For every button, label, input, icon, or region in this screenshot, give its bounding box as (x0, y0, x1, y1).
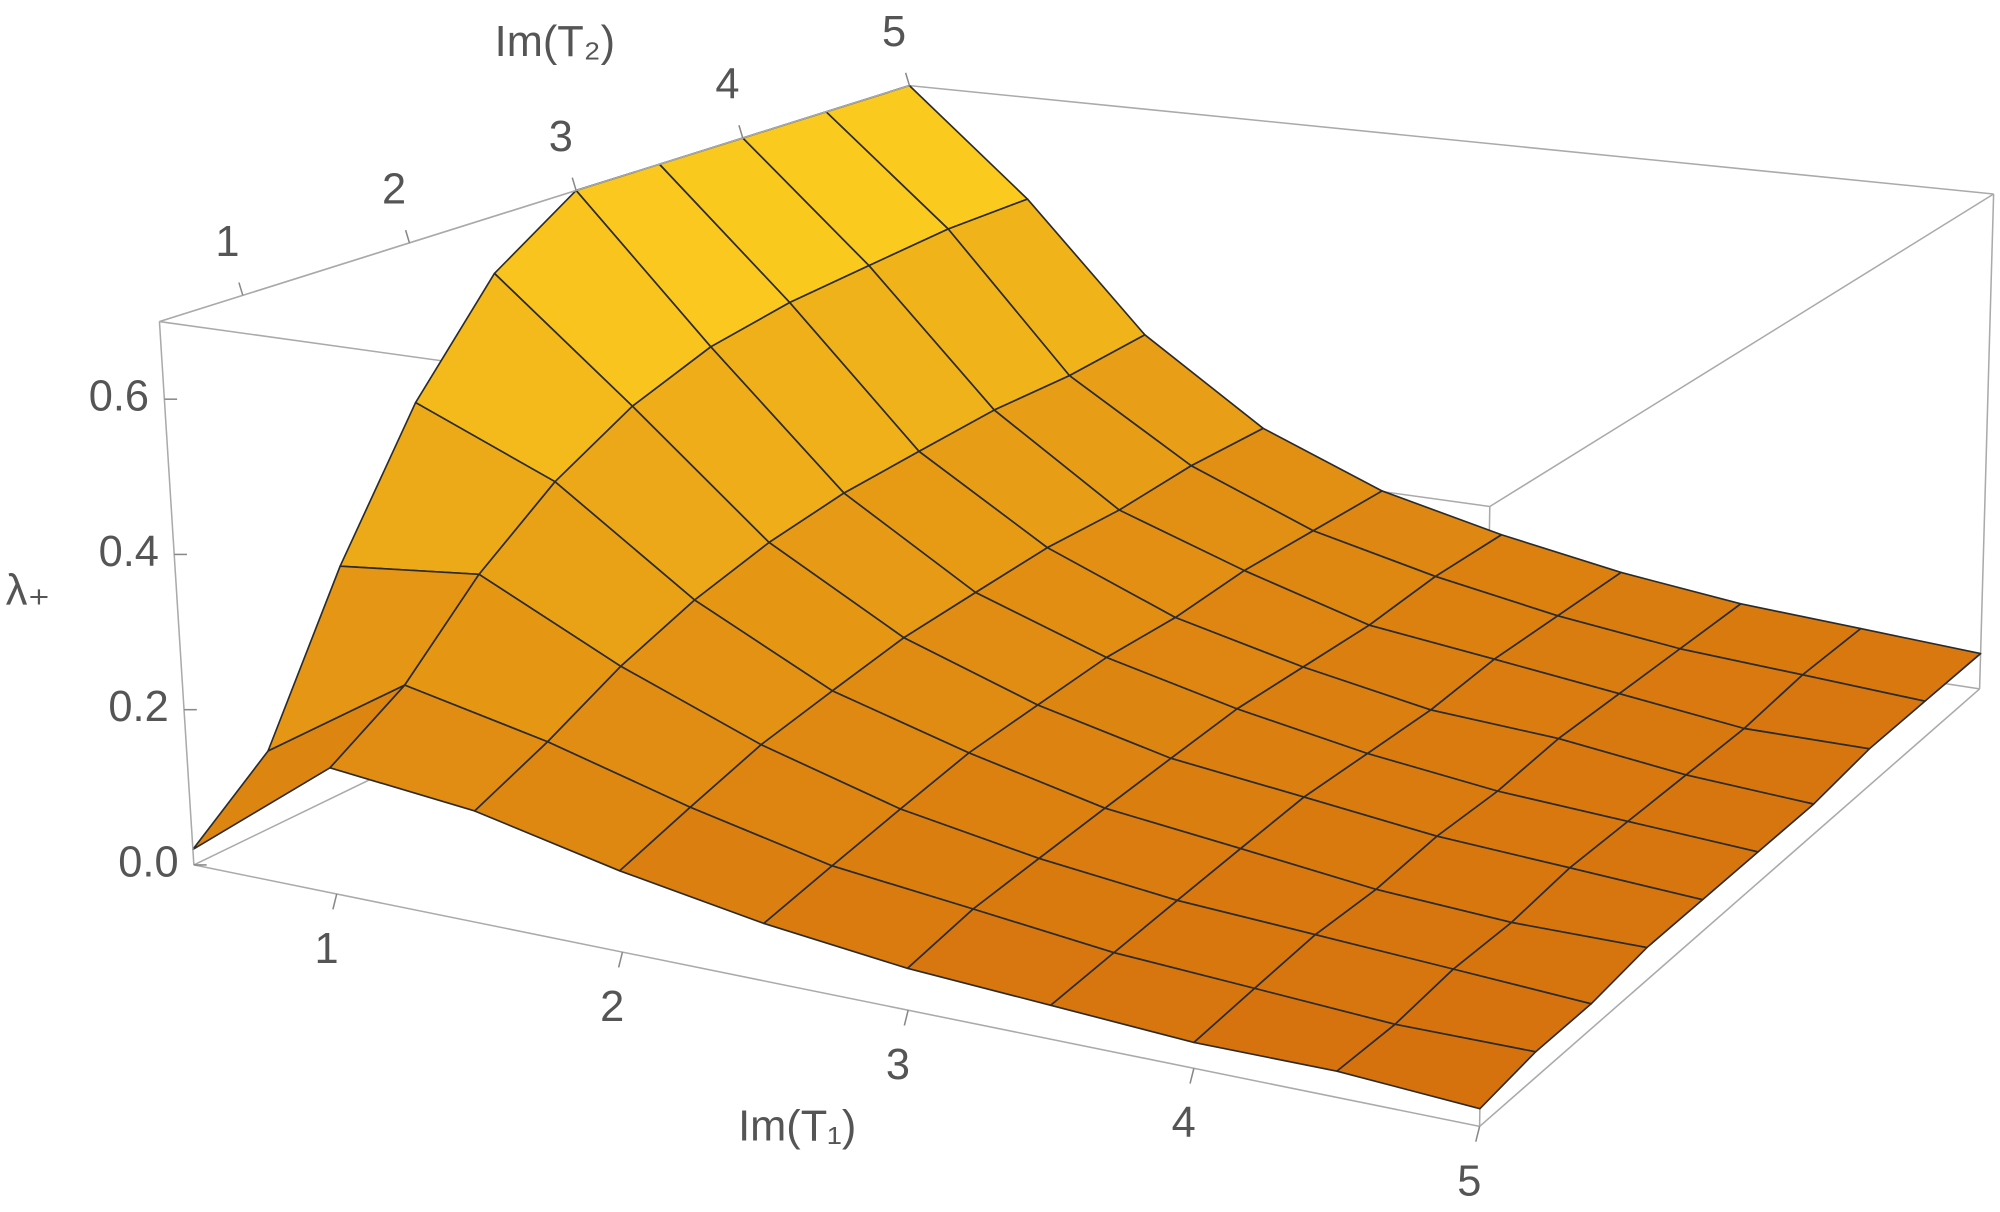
x-tick (617, 951, 624, 968)
y-axis-label: Im(T₂) (495, 18, 615, 66)
x-tick (332, 893, 338, 910)
x-tick-label: 3 (886, 1041, 910, 1089)
x-tick-label: 4 (1172, 1099, 1196, 1147)
z-axis-label: λ₊ (6, 567, 51, 615)
z-tick-label: 0.0 (118, 838, 178, 886)
surface-patch (1336, 1023, 1537, 1110)
z-tick-label: 0.2 (108, 683, 168, 731)
x-axis-line (193, 864, 1480, 1128)
y-tick (571, 177, 577, 191)
y-tick (238, 282, 244, 296)
y-tick-label: 5 (882, 8, 906, 56)
y-tick (904, 72, 911, 86)
y-tick (738, 125, 744, 139)
y-tick (404, 229, 411, 244)
box-edge (1489, 193, 1995, 508)
x-tick-label: 5 (1457, 1157, 1481, 1205)
axes: 1 2 3 4 5 1 2 3 4 5 0.0 0.2 0.4 0.6 (89, 8, 1482, 1205)
surface (192, 84, 1982, 1110)
z-axis-line (158, 321, 195, 865)
y-tick-label: 2 (382, 165, 406, 213)
x-tick-label: 2 (600, 983, 624, 1031)
x-tick (1475, 1126, 1481, 1142)
y-axis-line (159, 84, 910, 323)
x-tick (1189, 1068, 1195, 1084)
box-edge (909, 84, 1994, 195)
box-edge (1479, 688, 1981, 1127)
y-tick-label: 4 (715, 60, 739, 108)
y-tick-label: 3 (549, 113, 573, 161)
x-tick (903, 1010, 909, 1026)
z-tick-label: 0.6 (89, 373, 149, 421)
box-edge (1978, 193, 1995, 689)
x-tick-label: 1 (314, 925, 338, 973)
x-axis-label: Im(T₁) (738, 1102, 856, 1150)
z-tick-label: 0.4 (99, 528, 159, 576)
y-tick-label: 1 (215, 218, 239, 266)
